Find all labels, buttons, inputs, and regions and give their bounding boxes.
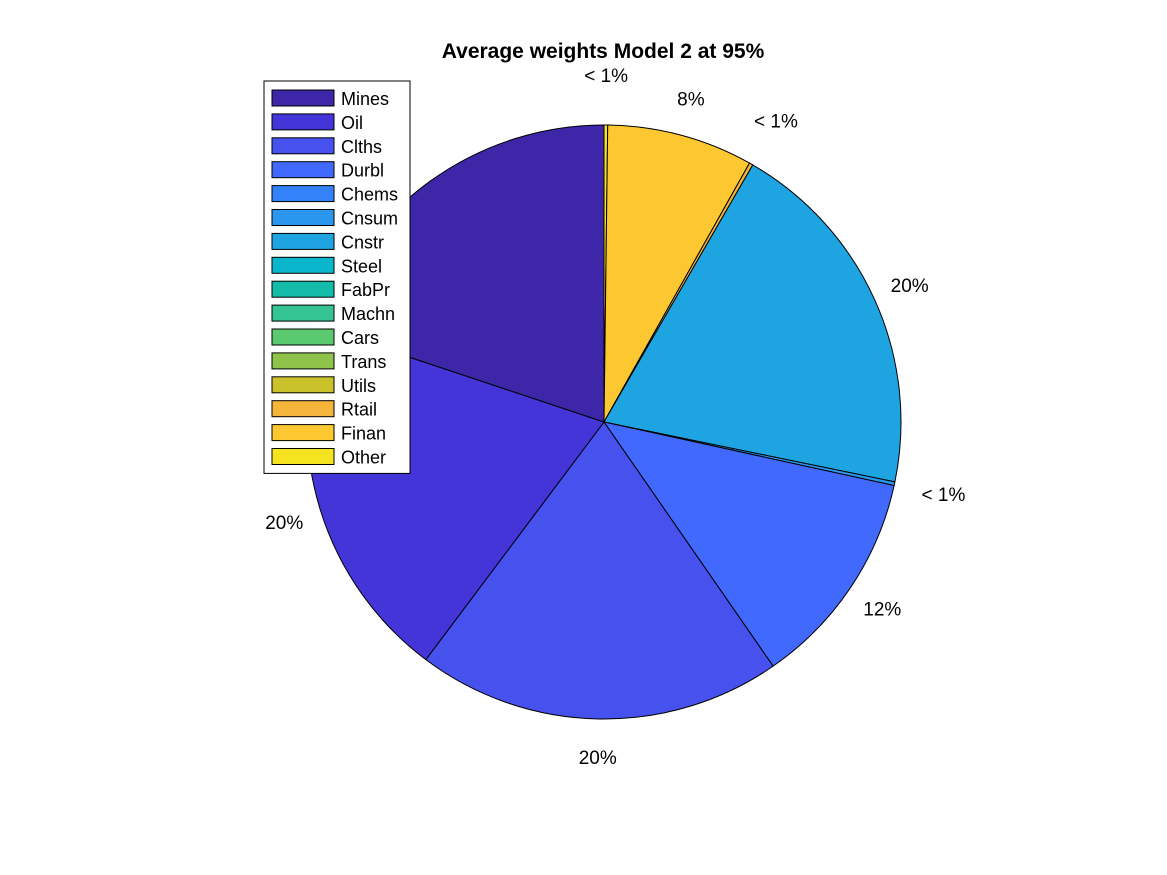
pie-slice-durbl xyxy=(602,421,895,667)
pie-labels: < 1% 8% < 1% 20% < 1% 12% 20% 20% xyxy=(265,66,965,769)
legend-swatch-fabpr xyxy=(271,280,335,298)
legend-label-oil: Oil xyxy=(341,113,363,133)
legend-label-mines: Mines xyxy=(341,89,389,109)
legend-swatch-chems xyxy=(271,185,335,203)
legend-swatch-utils xyxy=(271,376,335,394)
pie-slice-finan xyxy=(603,124,751,423)
slice-label-durbl: 12% xyxy=(863,599,901,620)
legend-label-durbl: Durbl xyxy=(341,161,384,181)
slice-label-clths: 20% xyxy=(579,748,617,769)
legend-label-finan: Finan xyxy=(341,424,386,444)
legend-label-other: Other xyxy=(341,448,386,468)
pie-slice-cnstr xyxy=(603,164,902,483)
pie-slices xyxy=(306,124,902,720)
legend-swatch-rtail xyxy=(271,400,335,418)
legend-label-rtail: Rtail xyxy=(341,400,377,420)
legend-swatch-machn xyxy=(271,304,335,322)
legend-label-chems: Chems xyxy=(341,185,398,205)
legend-label-clths: Clths xyxy=(341,137,382,157)
legend-swatch-mines xyxy=(271,89,335,107)
legend: Mines Oil Clths Durbl Chems Cnsum Cnstr Steel Fa… xyxy=(263,80,411,474)
legend-label-fabpr: FabPr xyxy=(341,280,390,300)
legend-swatch-other xyxy=(271,448,335,465)
legend-swatch-durbl xyxy=(271,161,335,179)
legend-swatch-clths xyxy=(271,137,335,155)
legend-label-machn: Machn xyxy=(341,304,395,324)
legend-swatch-steel xyxy=(271,256,335,274)
legend-label-cnstr: Cnstr xyxy=(341,232,384,252)
chart-title: Average weights Model 2 at 95% xyxy=(442,40,765,63)
legend-label-steel: Steel xyxy=(341,256,382,276)
legend-swatch-finan xyxy=(271,424,335,442)
slice-label-rtail: < 1% xyxy=(754,112,798,133)
slice-label-finan: 8% xyxy=(677,89,705,110)
slice-label-other: < 1% xyxy=(584,66,628,87)
slice-label-cnstr: 20% xyxy=(891,276,929,297)
legend-label-cars: Cars xyxy=(341,328,379,348)
legend-swatch-cnsum xyxy=(271,209,335,226)
legend-label-utils: Utils xyxy=(341,376,376,396)
legend-swatch-oil xyxy=(271,113,335,131)
legend-label-cnsum: Cnsum xyxy=(341,209,398,229)
slice-label-oil: 20% xyxy=(265,513,303,534)
legend-swatch-trans xyxy=(271,352,335,370)
pie-slice-clths xyxy=(425,421,774,720)
legend-swatch-cnstr xyxy=(271,232,335,250)
legend-label-trans: Trans xyxy=(341,352,386,372)
legend-swatch-cars xyxy=(271,328,335,346)
slice-label-cnsum: < 1% xyxy=(922,485,966,506)
